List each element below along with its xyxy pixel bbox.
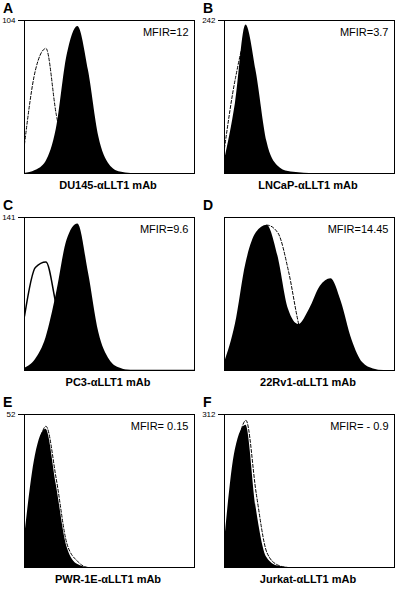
- svg-text:312: 312: [202, 410, 216, 419]
- html-text:E: E: [3, 394, 13, 410]
- svg-text:242: 242: [202, 16, 216, 25]
- html-text:C: C: [3, 197, 14, 213]
- svg-text:MFIR=14.45: MFIR=14.45: [328, 223, 389, 235]
- html-text:F: F: [203, 394, 212, 410]
- html-text:A: A: [3, 0, 14, 16]
- html-text:B: B: [203, 0, 214, 16]
- svg-text:MFIR= 0.15: MFIR= 0.15: [131, 420, 189, 432]
- svg-text:52: 52: [7, 410, 16, 419]
- svg-text:MFIR=3.7: MFIR=3.7: [340, 26, 389, 38]
- svg-text:MFIR= - 0.9: MFIR= - 0.9: [330, 420, 388, 432]
- svg-text:104: 104: [2, 16, 16, 25]
- html-text:PWR-1E-αLLT1 mAb: PWR-1E-αLLT1 mAb: [54, 573, 162, 585]
- svg-text:MFIR=12: MFIR=12: [143, 26, 189, 38]
- html-text:D: D: [203, 197, 214, 213]
- html-text:22Rv1-αLLT1 mAb: 22Rv1-αLLT1 mAb: [260, 376, 356, 388]
- html-text:Jurkat-αLLT1 mAb: Jurkat-αLLT1 mAb: [259, 573, 357, 585]
- html-text:DU145-αLLT1 mAb: DU145-αLLT1 mAb: [59, 179, 157, 191]
- svg-text:141: 141: [2, 213, 16, 222]
- html-text:PC3-αLLT1 mAb: PC3-αLLT1 mAb: [65, 376, 151, 388]
- svg-text:MFIR=9.6: MFIR=9.6: [140, 223, 189, 235]
- html-text:LNCaP-αLLT1 mAb: LNCaP-αLLT1 mAb: [258, 179, 358, 191]
